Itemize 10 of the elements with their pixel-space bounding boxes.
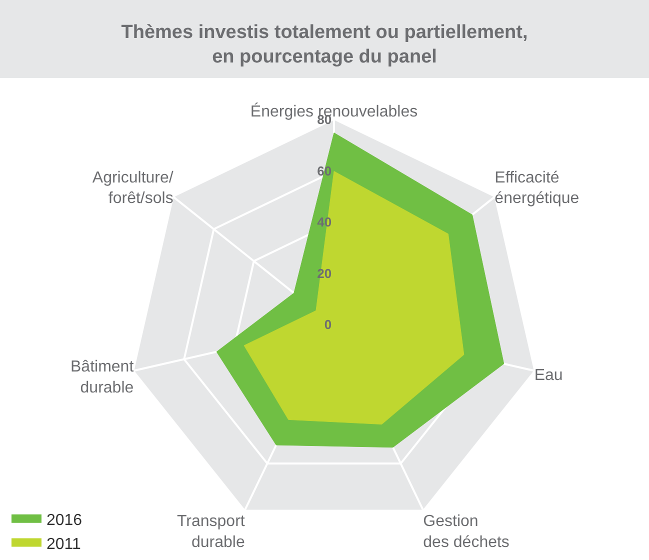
spoke-label: Efficacité énergétique	[494, 169, 580, 208]
chart-title: Thèmes investis totalement ou partiellement, en pourcentage du panel	[121, 22, 528, 68]
y-tick-label: 0	[324, 317, 332, 332]
legend-label: 2016	[46, 512, 82, 530]
spoke-label: Eau	[534, 366, 563, 384]
spoke-label: Transport durable	[176, 512, 246, 551]
spoke-label: Gestion des déchets	[423, 512, 510, 551]
legend-label: 2011	[46, 536, 81, 553]
spoke-label: Bâtiment durable	[70, 358, 134, 396]
spoke-label: Agriculture/ forêt/sols	[92, 169, 174, 208]
